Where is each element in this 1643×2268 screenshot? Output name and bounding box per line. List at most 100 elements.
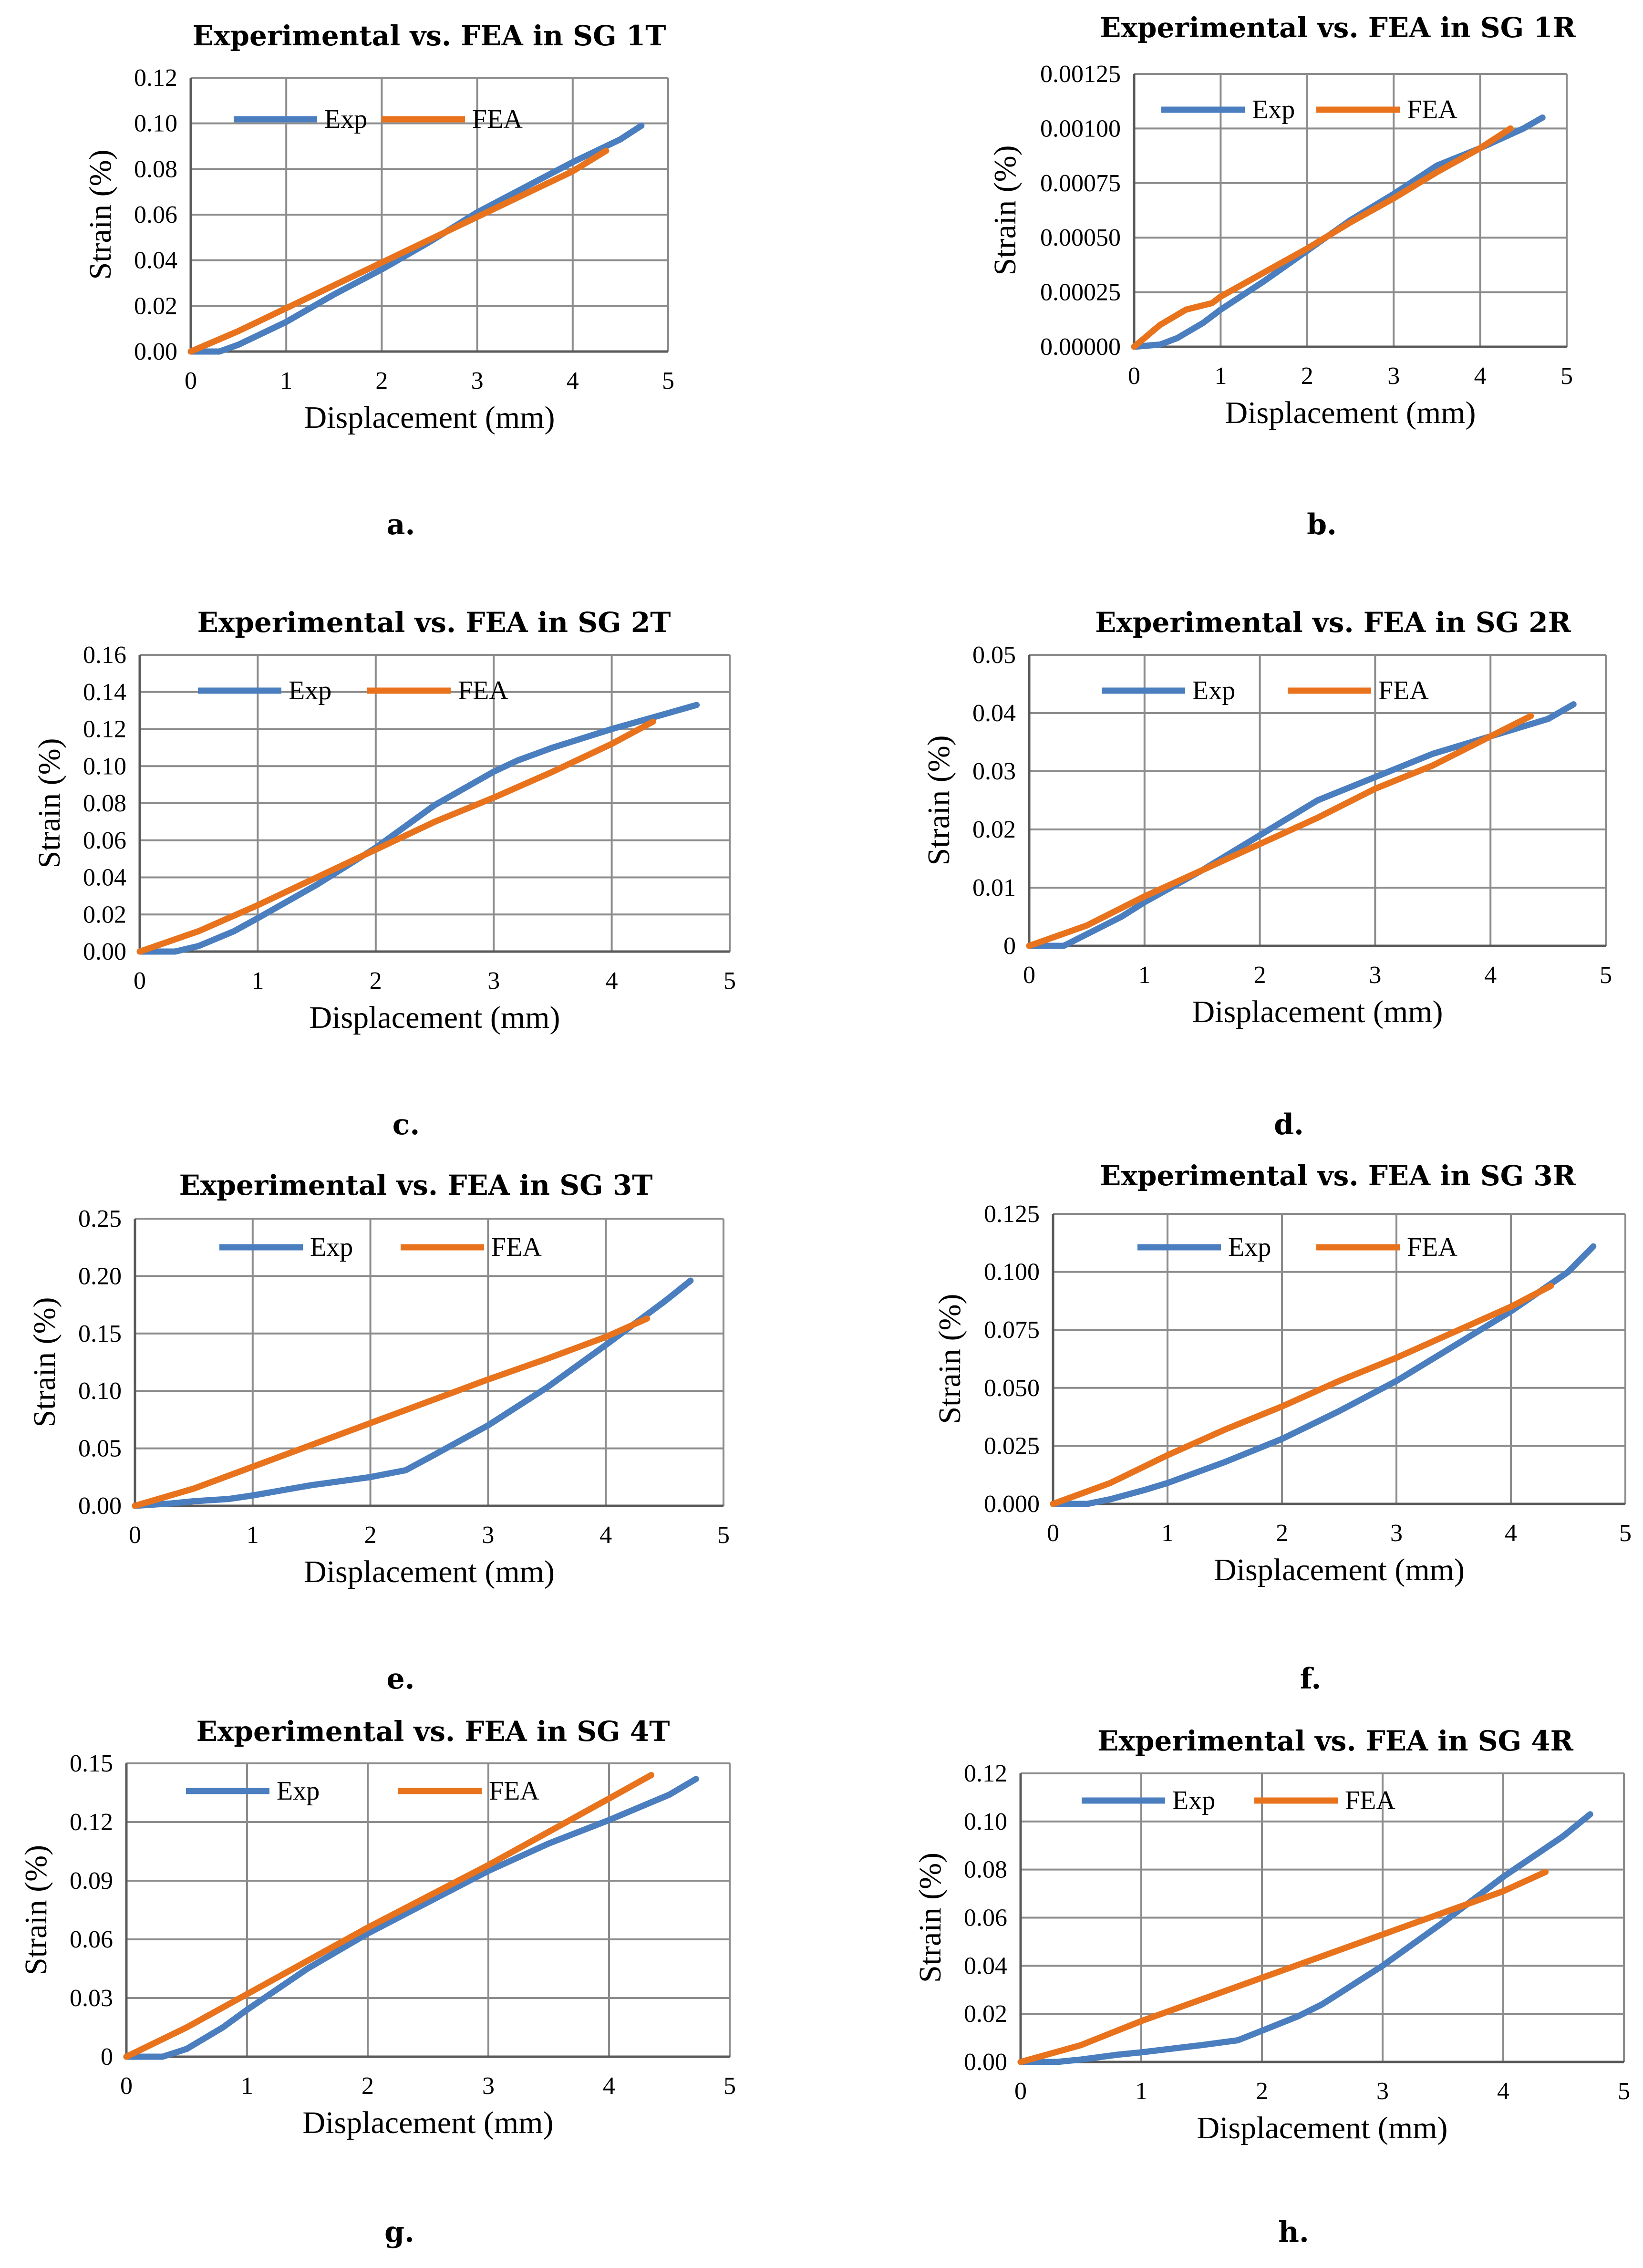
series-line-fea [1050, 1283, 1554, 1507]
y-tick-label: 0.050 [984, 1375, 1040, 1402]
x-axis-label: Displacement (mm) [1197, 2111, 1447, 2145]
y-tick-label: 0.00000 [1040, 333, 1121, 361]
y-tick-label: 0.02 [964, 2000, 1007, 2028]
y-tick-label: 0.00075 [1040, 170, 1121, 197]
y-tick-label: 0.08 [964, 1856, 1007, 1884]
y-tick-label: 0.10 [78, 1377, 122, 1405]
y-tick-label: 0.05 [972, 642, 1016, 669]
x-tick-label: 5 [1600, 962, 1612, 989]
x-axis-label: Displacement (mm) [1192, 994, 1443, 1029]
y-tick-label: 0.12 [83, 716, 126, 743]
y-axis-label: Strain (%) [932, 1294, 967, 1424]
legend-label-fea: FEA [489, 1776, 539, 1806]
panel-caption: a. [387, 508, 415, 541]
x-tick-label: 3 [1390, 1520, 1403, 1547]
x-tick-label: 1 [1138, 962, 1151, 989]
chart-title: Experimental vs. FEA in SG 4T [196, 1715, 670, 1748]
x-tick-label: 0 [185, 367, 197, 394]
series-line-fea [123, 1772, 654, 2060]
x-tick-label: 2 [1254, 962, 1266, 989]
y-tick-label: 0.02 [972, 816, 1016, 843]
series-line-exp [132, 1277, 694, 1509]
y-tick-label: 0.100 [984, 1259, 1040, 1286]
x-tick-label: 0 [1023, 962, 1035, 989]
x-tick-label: 1 [1161, 1520, 1174, 1547]
chart-title: Experimental vs. FEA in SG 4R [1097, 1725, 1574, 1757]
x-tick-label: 5 [1560, 362, 1573, 390]
legend-label-exp: Exp [324, 104, 367, 134]
y-tick-label: 0.06 [70, 1926, 113, 1953]
legend: Exp FEA [234, 104, 523, 134]
x-axis-label: Displacement (mm) [309, 1000, 560, 1035]
panel-caption: d. [1274, 1108, 1304, 1141]
y-tick-label: 0.25 [78, 1205, 122, 1232]
chart-panel-f: Experimental vs. FEA in SG 3R 0 1 2 3 4 5 0.000… [932, 1160, 1632, 1696]
chart-panel-b: Experimental vs. FEA in SG 1R 0 1 2 3 4 5 0.000… [988, 11, 1576, 541]
legend: Exp FEA [1082, 1786, 1395, 1815]
x-tick-label: 5 [717, 1522, 730, 1549]
series-line-exp [1050, 1243, 1597, 1507]
x-tick-label: 2 [1256, 2078, 1268, 2105]
y-tick-label: 0 [1003, 932, 1016, 960]
y-tick-label: 0.10 [134, 110, 177, 137]
chart-panel-c: Experimental vs. FEA in SG 2T 0 1 2 3 4 5 0.00 0… [32, 606, 736, 1141]
panel-caption: g. [384, 2216, 414, 2249]
x-tick-label: 1 [241, 2072, 253, 2100]
y-tick-label: 0.125 [984, 1201, 1040, 1228]
y-tick-label: 0.14 [83, 679, 126, 706]
legend-label-fea: FEA [1378, 676, 1429, 705]
y-tick-label: 0.00 [964, 2049, 1007, 2076]
y-tick-label: 0.06 [964, 1905, 1007, 1932]
y-tick-label: 0.05 [78, 1435, 122, 1462]
x-tick-label: 4 [599, 1522, 612, 1549]
x-tick-label: 4 [1505, 1520, 1517, 1547]
legend: Exp FEA [1137, 1232, 1457, 1262]
y-tick-label: 0.10 [964, 1808, 1007, 1835]
y-axis-label: Strain (%) [913, 1853, 948, 1983]
y-tick-label: 0.06 [134, 201, 177, 228]
x-tick-label: 0 [1128, 362, 1140, 390]
x-tick-label: 0 [134, 967, 146, 994]
legend-label-exp: Exp [1228, 1232, 1271, 1262]
x-tick-label: 5 [1619, 1520, 1632, 1547]
x-tick-label: 3 [1369, 962, 1381, 989]
x-tick-label: 5 [723, 967, 736, 994]
y-tick-label: 0.15 [70, 1750, 113, 1777]
chart-title: Experimental vs. FEA in SG 3T [179, 1169, 653, 1201]
x-tick-label: 1 [1214, 362, 1227, 390]
y-tick-label: 0.20 [78, 1263, 122, 1290]
legend-label-fea: FEA [472, 104, 523, 134]
legend-label-exp: Exp [277, 1776, 320, 1806]
y-tick-label: 0.15 [78, 1320, 122, 1347]
x-tick-label: 1 [280, 367, 292, 394]
y-axis-label: Strain (%) [32, 738, 67, 868]
chart-panel-g: Experimental vs. FEA in SG 4T 0 1 2 3 4 5 0 0.03… [19, 1715, 736, 2249]
chart-title: Experimental vs. FEA in SG 3R [1100, 1160, 1576, 1192]
x-axis-label: Displacement (mm) [304, 400, 555, 435]
y-tick-label: 0.00050 [1040, 224, 1121, 251]
panel-caption: b. [1307, 508, 1337, 541]
legend-label-fea: FEA [458, 676, 508, 705]
series-line-fea [132, 1315, 651, 1509]
x-tick-label: 2 [364, 1522, 377, 1549]
y-tick-label: 0.08 [134, 155, 177, 183]
chart-title: Experimental vs. FEA in SG 1T [193, 20, 666, 52]
panel-caption: e. [386, 1662, 414, 1696]
y-tick-label: 0.01 [972, 874, 1016, 901]
legend-label-fea: FEA [491, 1232, 542, 1262]
x-tick-label: 0 [1047, 1520, 1059, 1547]
y-tick-label: 0 [101, 2043, 113, 2071]
y-axis-label: Strain (%) [27, 1297, 62, 1427]
y-tick-label: 0.16 [83, 642, 126, 669]
y-tick-label: 0.09 [70, 1867, 113, 1895]
x-tick-label: 2 [1301, 362, 1313, 390]
series-line-exp [123, 1776, 699, 2060]
legend: Exp FEA [1102, 676, 1429, 705]
chart-title: Experimental vs. FEA in SG 2T [197, 606, 671, 639]
y-tick-label: 0.00125 [1040, 61, 1121, 88]
chart-title: Experimental vs. FEA in SG 2R [1095, 606, 1571, 639]
x-tick-label: 0 [129, 1522, 141, 1549]
x-tick-label: 3 [487, 967, 500, 994]
y-tick-label: 0.00025 [1040, 279, 1121, 306]
